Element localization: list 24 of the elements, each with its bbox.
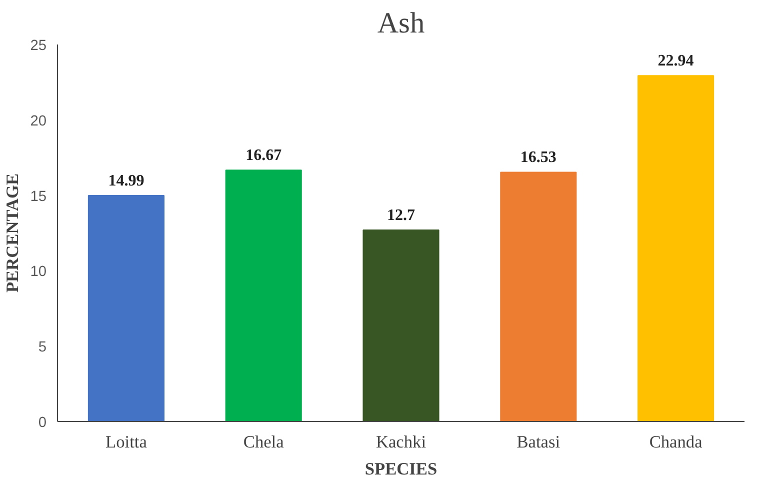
y-tick-label: 15	[30, 188, 47, 205]
bar	[500, 172, 577, 422]
chart-title: Ash	[377, 8, 425, 40]
data-label: 22.94	[658, 52, 694, 70]
data-label: 12.7	[387, 206, 415, 224]
data-label: 16.67	[246, 147, 282, 164]
y-tick-label: 5	[38, 340, 47, 356]
bar	[225, 170, 302, 422]
data-label: 14.99	[108, 172, 144, 190]
x-axis-title: SPECIES	[364, 460, 438, 478]
y-tick-label: 20	[30, 113, 47, 130]
x-tick-label: Loitta	[106, 432, 148, 452]
bar	[638, 75, 714, 422]
x-tick-label: Chanda	[649, 432, 703, 452]
x-tick-label: Kachki	[376, 432, 426, 452]
data-label: 16.53	[520, 149, 556, 166]
y-tick-label: 10	[30, 264, 47, 280]
y-axis-title: PERCENTAGE	[3, 173, 22, 293]
bar	[362, 229, 440, 422]
bar	[88, 194, 164, 422]
y-tick-label: 0	[38, 415, 47, 431]
y-tick-label: 25	[30, 38, 47, 54]
x-tick-label: Batasi	[516, 432, 560, 452]
x-tick-label: Chela	[243, 432, 284, 452]
